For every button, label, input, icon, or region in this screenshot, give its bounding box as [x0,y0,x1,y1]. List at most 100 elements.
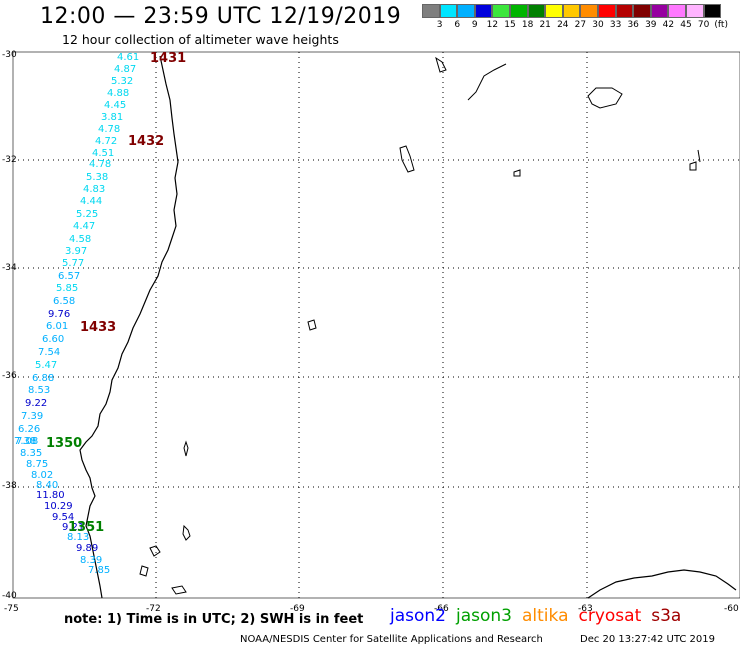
scale-label: 21 [539,20,551,30]
scale-swatch [615,4,634,18]
river-segment [697,149,701,163]
wave-height-value: 4.51 [92,148,114,159]
scale-label: 39 [645,20,657,30]
scale-swatch [492,4,510,18]
wave-height-value: 5.85 [56,283,78,294]
wave-height-value: 5.77 [62,258,84,269]
pass-time-labels: 1431 1432 1433 1350 1351 [46,51,186,535]
scale-label: 15 [504,20,516,30]
longitude-label: -75 [4,604,19,614]
graticule [13,52,740,598]
scale-swatch [474,4,493,18]
scale-label: 70 [697,20,710,30]
wave-height-value: 4.58 [69,234,91,245]
credit-line: NOAA/NESDIS Center for Satellite Applica… [240,634,543,645]
longitude-label: -63 [578,604,593,614]
wave-height-value: 4.83 [83,184,105,195]
longitude-label: -69 [290,604,305,614]
island-shape [149,545,161,557]
lake-shape [435,56,447,73]
latitude-labels: -30 -32 -34 -36 -38 -40 [2,50,17,601]
wave-height-value: 10.29 [44,501,73,512]
island-shape [307,319,317,331]
latitude-label: -30 [2,50,17,60]
pass-time-label: 1431 [150,51,186,66]
scale-label: 6 [454,20,461,30]
wave-height-value: 9.21 [62,522,84,533]
wave-height-value: 8.02 [31,470,53,481]
latitude-label: -34 [2,263,17,273]
latitude-label: -38 [2,481,17,491]
scale-label: 27 [574,20,587,30]
scale-swatch [703,4,722,18]
wave-height-value: 7.54 [38,347,60,358]
scale-swatch [685,4,704,18]
pass-time-label: 1351 [68,520,104,535]
scale-label: 33 [609,20,622,30]
scale-swatch [562,4,581,18]
scale-swatch [457,4,475,18]
wave-height-value: 4.44 [80,196,102,207]
wave-height-value: 3.97 [65,246,87,257]
satellite-legend-item: cryosat [578,606,642,626]
scale-swatch [422,4,440,18]
scale-label: 12 [486,20,499,30]
wave-height-value: 4.72 [95,136,117,147]
latitude-label: -40 [2,591,17,601]
scale-label: 30 [592,20,604,30]
wave-height-value: 9.54 [52,512,74,523]
atlantic-coastline [587,569,737,599]
wave-height-value: 4.61 [117,52,139,63]
wave-height-value: 8.40 [36,480,58,491]
map-subtitle: 12 hour collection of altimeter wave hei… [62,32,339,47]
scale-swatch [650,4,669,18]
pass-time-label: 1350 [46,436,82,451]
wave-height-value: 6.26 [18,424,40,435]
scale-swatch [668,4,686,18]
wave-height-value: 5.25 [76,209,98,220]
scale-label: 42 [662,20,675,30]
wave-height-value: 8.35 [20,448,42,459]
color-scale [422,4,722,18]
island-shape [183,440,189,457]
satellite-legend-item: altika [522,606,569,626]
satellite-legend: jason2 jason3 altika cryosat s3a [390,606,691,626]
longitude-label: -60 [724,604,739,614]
wave-height-value: 9.89 [76,543,98,554]
wave-height-value: 4.87 [114,64,136,75]
wave-height-value: 3.81 [101,112,123,123]
wave-height-value: 8.53 [28,385,50,396]
wave-height-value: 4.88 [107,88,129,99]
wave-height-value: 6.88 [32,373,54,384]
pass-time-label: 1433 [80,320,116,335]
latitude-label: -36 [2,371,17,381]
scale-label: (ft) [714,20,728,30]
wave-height-value: 5.32 [111,76,133,87]
plot-frame [12,51,740,599]
scale-label: 45 [680,20,692,30]
color-scale-labels: 3 6 9 12 15 18 21 24 27 30 33 36 39 42 45 70 (ft) [422,20,740,32]
wave-height-value: 4.78 [89,159,111,170]
scale-label: 18 [521,20,534,30]
generated-timestamp: Dec 20 13:27:42 UTC 2019 [580,634,715,645]
scale-label: 3 [436,20,443,30]
scale-swatch [597,4,616,18]
wave-height-value: 7.38 [14,436,36,447]
lake-shape [399,145,415,173]
pass-time-label: 1432 [128,134,164,149]
chile-coastline [79,55,179,599]
wave-height-value: 9.76 [48,309,70,320]
wave-height-value: 5.47 [35,360,57,371]
coast-segment [467,63,507,101]
wave-height-value: 6.58 [53,296,75,307]
satellite-legend-item: jason2 [390,606,446,626]
wave-height-value: 7.39 [21,411,43,422]
scale-swatch [633,4,651,18]
wave-height-value: 4.47 [73,221,95,232]
wave-height-value: 6.60 [42,334,64,345]
longitude-label: -66 [434,604,449,614]
scale-swatch [545,4,563,18]
scale-label: 24 [557,20,569,30]
scale-swatch [439,4,458,18]
scale-swatch [580,4,598,18]
